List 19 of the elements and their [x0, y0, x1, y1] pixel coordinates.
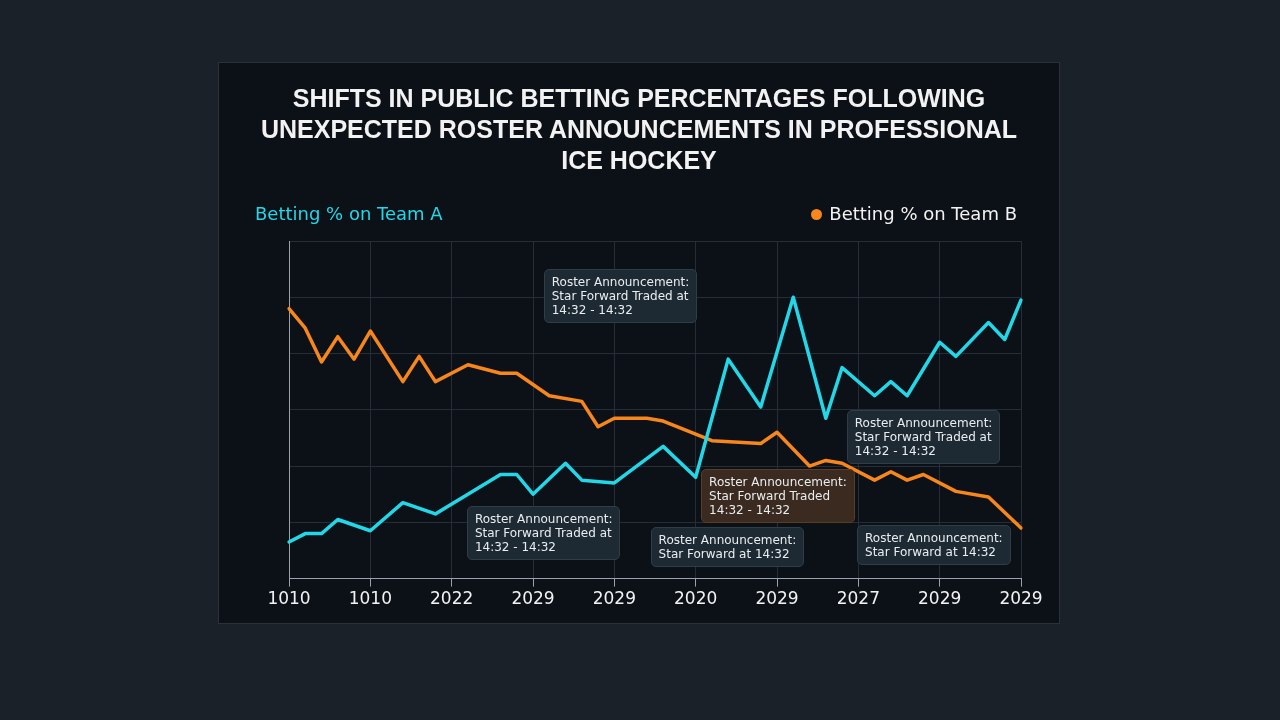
- x-tick-label: 2029: [918, 588, 962, 609]
- annotation: Roster Announcement: Star Forward Traded at 14:32 - 14:32: [543, 269, 698, 324]
- annotation: Roster Announcement: Star Forward Traded at 14:32 - 14:32: [466, 506, 621, 561]
- x-tick-label: 2029: [511, 588, 555, 609]
- text: Betting % on Team A: [255, 203, 443, 224]
- annotation: Roster Announcement: Star Forward at 14:32: [857, 525, 1011, 566]
- annotation: Roster Announcement: Star Forward Traded at 14:32 - 14:32: [846, 409, 1001, 464]
- x-tick-label: 2027: [836, 588, 880, 609]
- x-tick-label: 2029: [592, 588, 636, 609]
- chart-title: SHIFTS IN PUBLIC BETTING PERCENTAGES FOLLOWING UNEXPECTED ROSTER ANNOUNCEMENTS IN PROFESSIONAL ICE HOCKEY: [259, 83, 1019, 176]
- x-tick-label: 2029: [755, 588, 799, 609]
- x-tick-label: 2020: [674, 588, 718, 609]
- legend-label: Betting % on Team B: [828, 203, 1017, 224]
- x-tick-label: 1010: [267, 588, 311, 609]
- annotation: Roster Announcement: Star Forward at 14:32: [650, 527, 805, 568]
- annotation: Roster Announcement: Star Forward Traded 14:32 - 14:32: [701, 468, 855, 523]
- x-tick-label: 1010: [348, 588, 392, 609]
- x-tick-label: 2022: [430, 588, 474, 609]
- x-tick-label: 2029: [999, 588, 1043, 609]
